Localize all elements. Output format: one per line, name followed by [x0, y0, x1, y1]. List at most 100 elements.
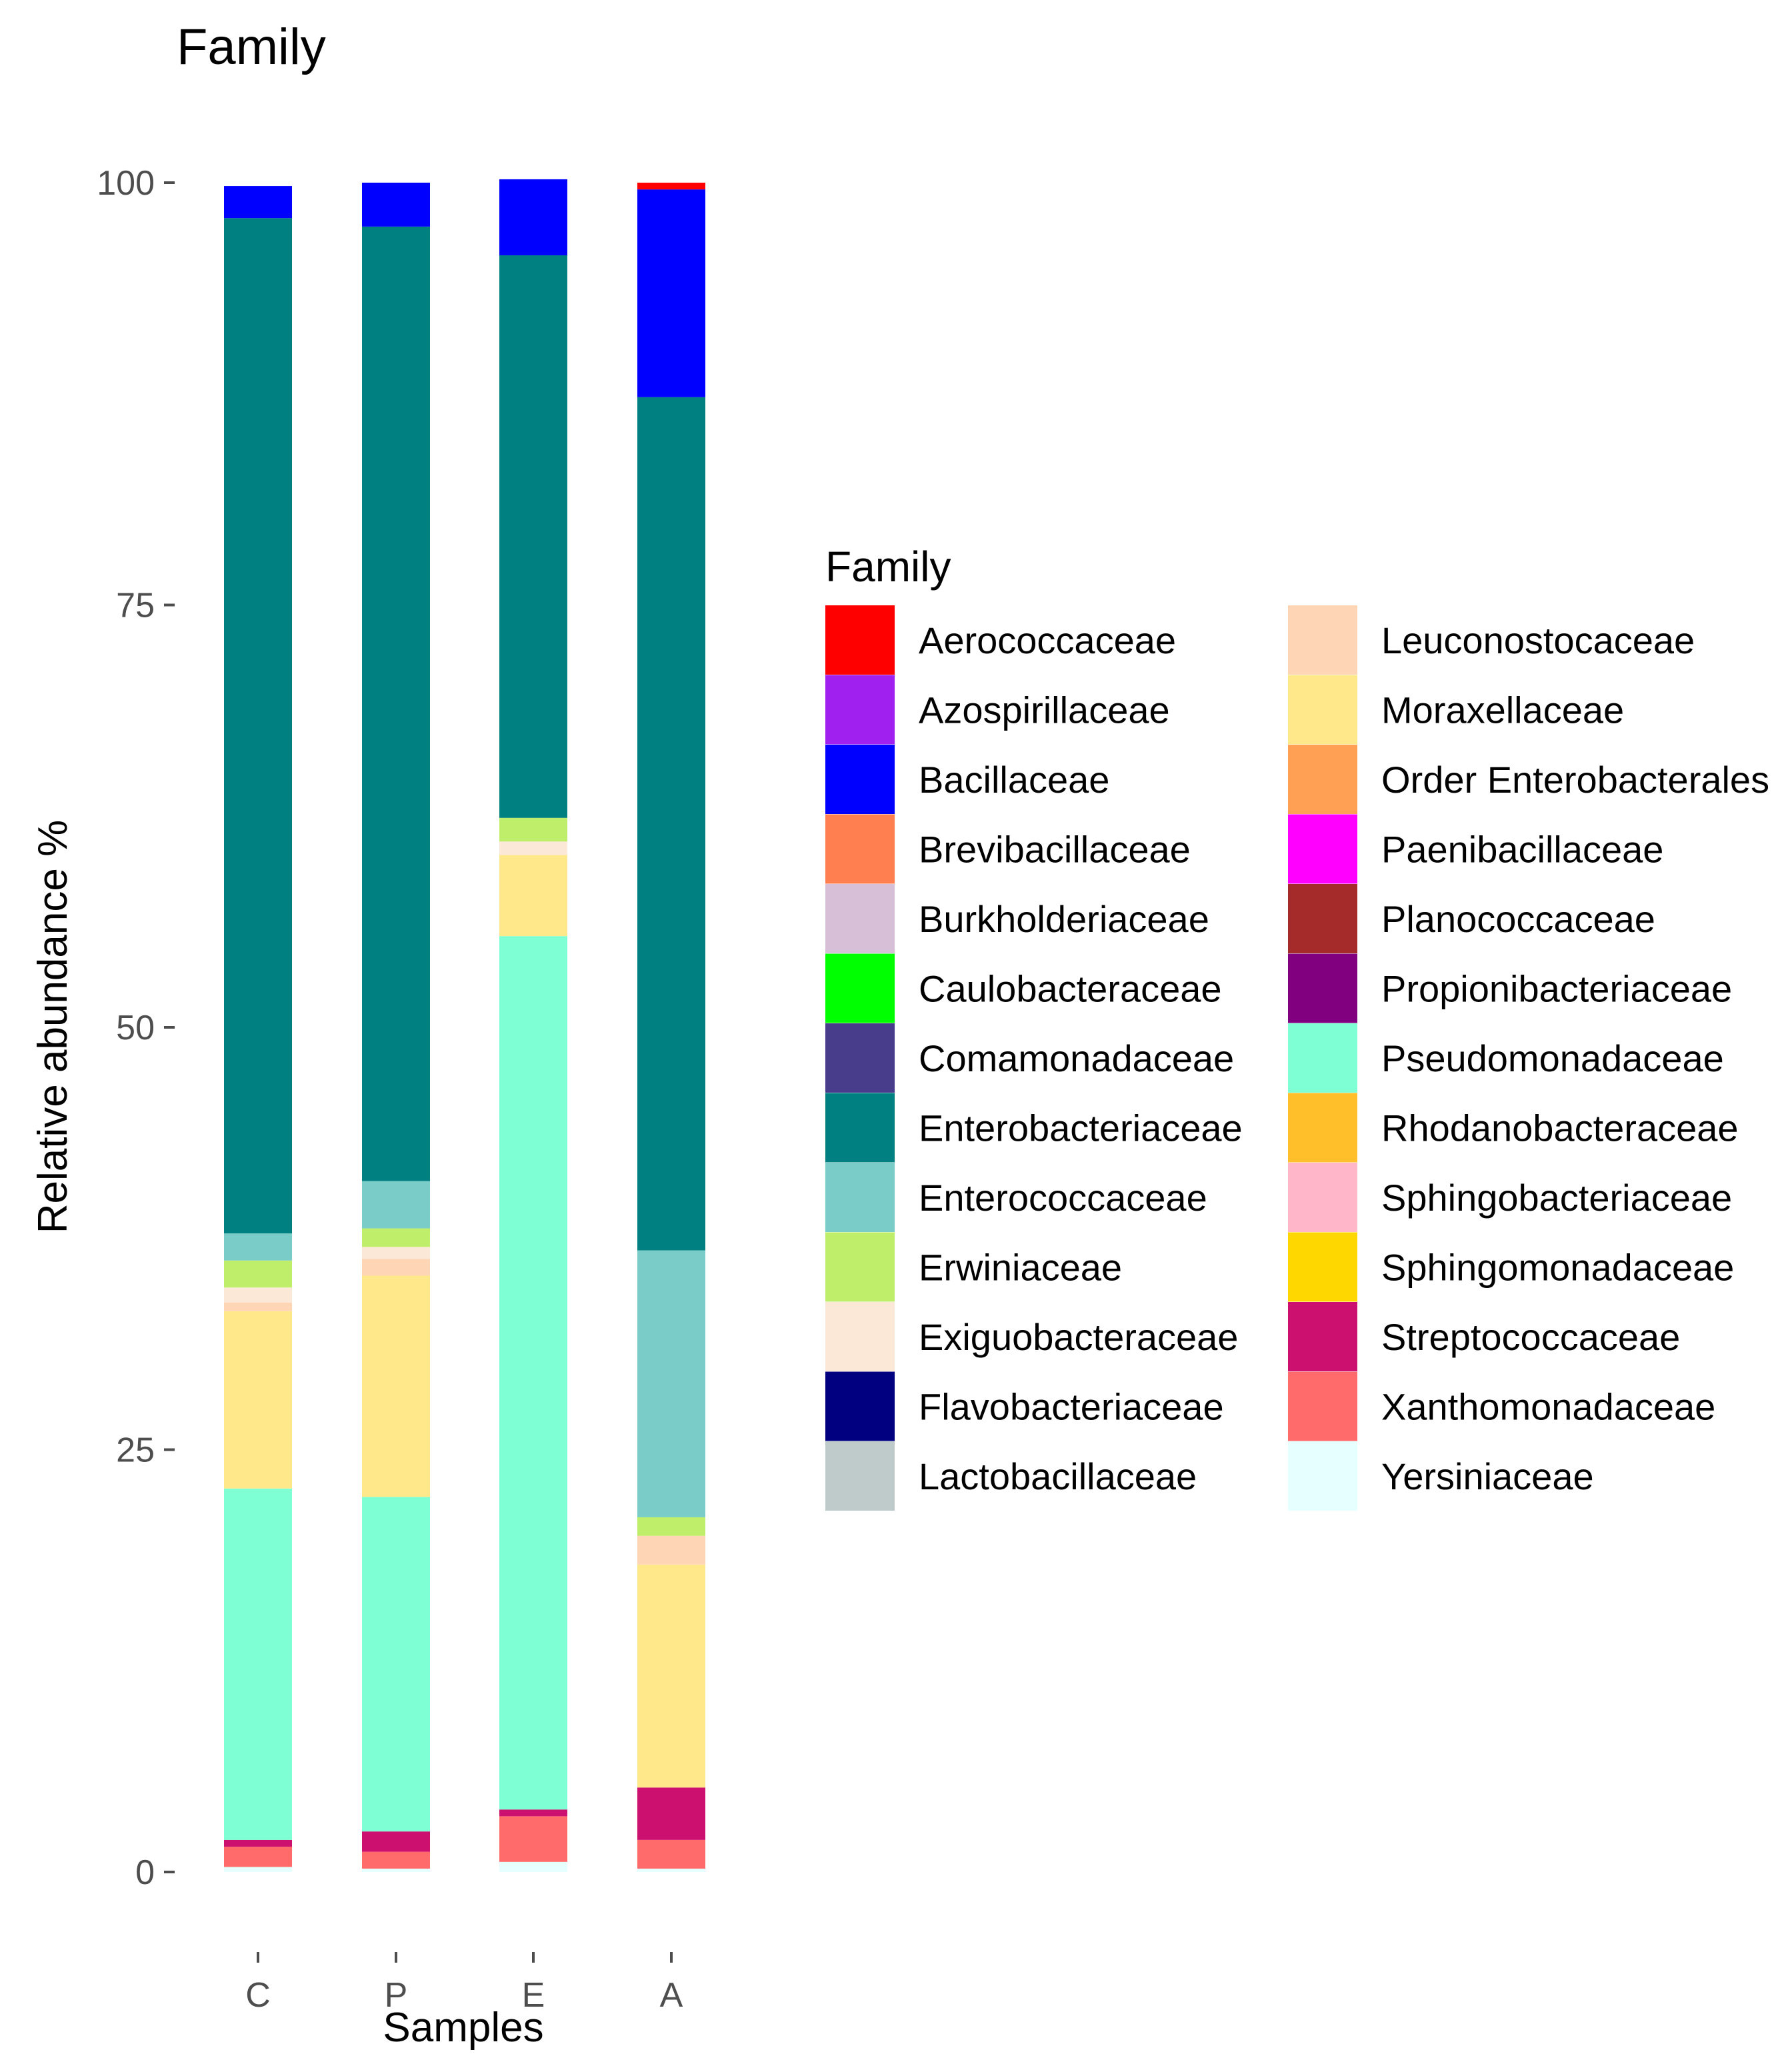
legend-swatch [1288, 814, 1357, 884]
legend-item: Enterococcaceae [825, 1163, 1207, 1232]
legend-swatch [1288, 1441, 1357, 1511]
legend-swatch [1288, 675, 1357, 745]
legend-swatch [825, 745, 895, 814]
legend-swatch [825, 1023, 895, 1093]
legend-swatch [825, 1302, 895, 1371]
legend-label: Erwiniaceae [919, 1247, 1122, 1289]
bar-segment [499, 1816, 567, 1862]
x-tick-label: P [385, 1976, 408, 2015]
legend-label: Brevibacillaceae [919, 829, 1191, 871]
legend-item: Sphingomonadaceae [1288, 1232, 1734, 1302]
legend-swatch [825, 605, 895, 675]
legend-label: Lactobacillaceae [919, 1455, 1197, 1497]
legend-item: Planococcaceae [1288, 884, 1655, 953]
legend-label: Sphingomonadaceae [1381, 1247, 1734, 1289]
legend-label: Caulobacteraceae [919, 968, 1222, 1010]
legend-item: Aerococcaceae [825, 605, 1176, 675]
bar-segment [224, 1311, 292, 1489]
legend-label: Sphingobacteriaceae [1381, 1177, 1732, 1219]
legend-swatch [1288, 745, 1357, 814]
bar-segment [224, 1839, 292, 1847]
bar-stack-C [224, 186, 292, 1872]
bar-segment [499, 1861, 567, 1872]
legend-item: Sphingobacteriaceae [1288, 1163, 1732, 1232]
legend-swatch [825, 953, 895, 1023]
legend-item: Comamonadaceae [825, 1023, 1234, 1093]
bar-segment [499, 255, 567, 818]
legend-swatch [825, 884, 895, 953]
legend-label: Burkholderiaceae [919, 898, 1209, 940]
legend-label: Comamonadaceae [919, 1037, 1234, 1079]
bar-segment [499, 179, 567, 255]
legend-title: Family [825, 543, 951, 591]
legend: Family Aerococcaceae Azospirillaceae Bacil… [825, 543, 1769, 1511]
legend-swatch [1288, 953, 1357, 1023]
bar-segment [637, 1250, 705, 1517]
bar-segment [362, 1851, 430, 1869]
legend-swatch [1288, 1302, 1357, 1371]
bar-segment [499, 1809, 567, 1817]
legend-label: Streptococcaceae [1381, 1316, 1680, 1358]
bar-stack-E [499, 179, 567, 1872]
legend-item: Yersiniaceae [1288, 1441, 1594, 1511]
bar-segment [362, 1247, 430, 1259]
legend-label: Paenibacillaceae [1381, 829, 1663, 871]
legend-label: Exiguobacteraceae [919, 1316, 1238, 1358]
bar-segment [362, 1497, 430, 1832]
bar-segment [637, 1535, 705, 1565]
legend-swatch [1288, 1232, 1357, 1302]
legend-item: Brevibacillaceae [825, 814, 1191, 884]
bar-segment [499, 936, 567, 1810]
bar-segment [362, 1831, 430, 1852]
legend-swatch [825, 1232, 895, 1302]
x-tick-label: C [245, 1976, 271, 2015]
bar-segment [499, 817, 567, 842]
y-axis: 0 25 50 75 100 [97, 164, 175, 1892]
legend-label: Enterococcaceae [919, 1177, 1207, 1219]
legend-item: Moraxellaceae [1288, 675, 1624, 745]
legend-swatch [825, 675, 895, 745]
bar-segment [362, 1181, 430, 1229]
legend-label: Aerococcaceae [919, 619, 1176, 661]
bar-segment [224, 1287, 292, 1303]
legend-item: Erwiniaceae [825, 1232, 1122, 1302]
bar-segment [362, 1868, 430, 1872]
legend-label: Order Enterobacterales [1381, 759, 1769, 801]
legend-item: Bacillaceae [825, 745, 1109, 814]
x-tick-label: E [522, 1976, 545, 2015]
legend-item: Xanthomonadaceae [1288, 1371, 1715, 1441]
legend-label: Yersiniaceae [1381, 1455, 1594, 1497]
legend-item: Pseudomonadaceae [1288, 1023, 1724, 1093]
bar-segment [224, 186, 292, 219]
bars [224, 179, 705, 1872]
legend-label: Azospirillaceae [919, 689, 1170, 731]
legend-label: Rhodanobacteraceae [1381, 1107, 1739, 1149]
bar-segment [362, 1259, 430, 1276]
legend-label: Moraxellaceae [1381, 689, 1624, 731]
chart-title: Family [177, 19, 326, 75]
bar-segment [637, 1564, 705, 1788]
y-tick-label: 50 [116, 1009, 155, 1047]
legend-item: Paenibacillaceae [1288, 814, 1663, 884]
legend-item: Propionibacteriaceae [1288, 953, 1732, 1023]
bar-stack-A [637, 183, 705, 1872]
legend-item: Caulobacteraceae [825, 953, 1222, 1023]
legend-swatch [825, 814, 895, 884]
y-tick-label: 0 [135, 1853, 155, 1892]
bar-segment [224, 218, 292, 1234]
legend-label: Xanthomonadaceae [1381, 1386, 1715, 1428]
x-tick-label: A [660, 1976, 683, 2015]
legend-item: Streptococcaceae [1288, 1302, 1680, 1371]
legend-swatch [825, 1163, 895, 1232]
legend-swatch [1288, 1023, 1357, 1093]
bar-segment [362, 183, 430, 227]
legend-swatch [1288, 1163, 1357, 1232]
bar-segment [637, 1868, 705, 1872]
legend-swatch [825, 1093, 895, 1163]
legend-swatch [1288, 605, 1357, 675]
legend-label: Bacillaceae [919, 759, 1109, 801]
legend-swatch [1288, 1371, 1357, 1441]
bar-segment [224, 1846, 292, 1867]
